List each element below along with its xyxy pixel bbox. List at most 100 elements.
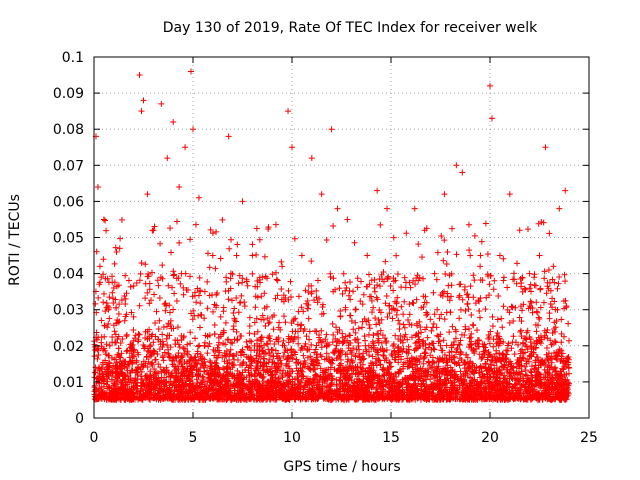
data-point-cloud	[550, 366, 557, 373]
data-point-cloud	[528, 363, 535, 370]
data-point-cloud	[524, 356, 531, 363]
data-point-cloud	[536, 390, 543, 397]
data-point-cloud	[166, 309, 173, 316]
data-point-cloud	[223, 353, 230, 360]
data-point-cloud	[270, 353, 277, 360]
data-point-cloud	[231, 336, 238, 343]
data-point-cloud	[336, 326, 343, 333]
data-point-cloud	[394, 271, 401, 278]
data-point-cloud	[470, 294, 477, 301]
data-point-cloud	[201, 356, 208, 363]
data-point-cloud	[442, 270, 449, 277]
data-point-cloud	[216, 349, 223, 356]
data-point-cloud	[404, 363, 411, 370]
data-point-cloud	[151, 365, 158, 372]
data-point-cloud	[226, 245, 233, 252]
data-point-cloud	[192, 391, 199, 398]
data-point-cloud	[347, 312, 354, 319]
data-point-cloud	[346, 363, 353, 370]
data-point-cloud	[127, 377, 134, 384]
data-point-cloud	[235, 309, 242, 316]
data-point-cloud	[128, 342, 135, 349]
data-point-cloud	[552, 306, 559, 313]
data-point-cloud	[541, 268, 548, 275]
data-point-cloud	[486, 351, 493, 358]
data-point-cloud	[340, 367, 347, 374]
data-point-cloud	[404, 355, 411, 362]
data-point-cloud	[288, 335, 295, 342]
data-point-cloud	[204, 278, 211, 285]
data-point-cloud	[491, 277, 498, 284]
data-point-cloud	[500, 255, 507, 262]
data-point-cloud	[126, 370, 133, 377]
data-point-cloud	[470, 272, 477, 279]
data-point-cloud	[398, 303, 405, 310]
data-point-cloud	[225, 336, 232, 343]
data-point-cloud	[500, 277, 507, 284]
data-point-cloud	[147, 342, 154, 349]
data-point-cloud	[189, 316, 196, 323]
data-point-cloud	[290, 338, 297, 345]
data-point-cloud	[121, 317, 128, 324]
data-point-cloud	[557, 358, 564, 365]
data-point-cloud	[431, 311, 438, 318]
data-point-cloud	[555, 280, 562, 287]
data-point-cloud	[170, 391, 177, 398]
data-point-cloud	[306, 336, 313, 343]
data-point-cloud	[205, 343, 212, 350]
data-point-cloud	[207, 226, 214, 233]
data-point-cloud	[378, 316, 385, 323]
data-point-cloud	[207, 363, 214, 370]
data-point-cloud	[432, 373, 439, 380]
data-point-cloud	[463, 291, 470, 298]
data-point-cloud	[485, 335, 492, 342]
data-point-cloud	[173, 218, 180, 225]
data-point-cloud	[565, 380, 572, 387]
data-point-cloud	[252, 283, 259, 290]
data-point-cloud	[564, 355, 571, 362]
data-point-cloud	[556, 372, 563, 379]
data-point-cloud	[395, 369, 402, 376]
data-point-cloud	[428, 327, 435, 334]
data-point-cloud	[301, 343, 308, 350]
data-point-cloud	[468, 312, 475, 319]
data-point-cloud	[472, 340, 479, 347]
data-point-cloud	[350, 288, 357, 295]
data-point-cloud	[518, 318, 525, 325]
data-point-cloud	[102, 217, 109, 224]
data-point-cloud	[459, 296, 466, 303]
data-point-cloud	[248, 338, 255, 345]
data-point-cloud	[531, 365, 538, 372]
data-point-cloud	[94, 355, 101, 362]
data-point-cloud	[246, 330, 253, 337]
data-point-cloud	[400, 311, 407, 318]
data-point-cloud	[112, 304, 119, 311]
data-point-cloud	[519, 288, 526, 295]
data-point-cloud	[537, 332, 544, 339]
data-point-cloud	[177, 280, 184, 287]
data-point-cloud	[546, 384, 553, 391]
data-point-cloud	[330, 223, 337, 230]
data-point-cloud	[532, 359, 539, 366]
data-point-cloud	[448, 293, 455, 300]
data-point-cloud	[116, 358, 123, 365]
data-point-cloud	[143, 354, 150, 361]
data-point-cloud	[497, 369, 504, 376]
data-point-cloud	[302, 340, 309, 347]
data-point-cloud	[256, 350, 263, 357]
data-point-cloud	[252, 304, 259, 311]
data-point-cloud	[267, 352, 274, 359]
data-point-cloud	[546, 315, 553, 322]
data-point-cloud	[417, 324, 424, 331]
data-point-cloud	[184, 341, 191, 348]
data-point-cloud	[342, 287, 349, 294]
data-point-cloud	[386, 374, 393, 381]
data-point-cloud	[238, 372, 245, 379]
data-point-cloud	[387, 283, 394, 290]
data-point-cloud	[336, 377, 343, 384]
data-point-cloud	[168, 370, 175, 377]
data-point-cloud	[518, 280, 525, 287]
data-point-cloud	[549, 276, 556, 283]
data-point-cloud	[175, 341, 182, 348]
